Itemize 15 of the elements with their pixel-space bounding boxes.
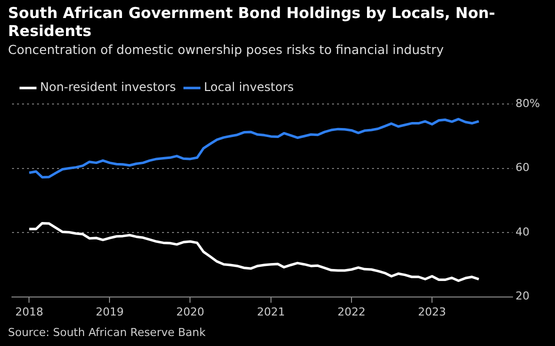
x-tick-label: 2023	[418, 305, 446, 318]
y-tick-label: 40	[516, 225, 530, 238]
x-tick-label: 2020	[176, 305, 204, 318]
chart-subtitle: Concentration of domestic ownership poses risks to financial industry	[8, 41, 445, 58]
x-tick-label: 2019	[96, 305, 124, 318]
y-tick-label: 20	[516, 290, 530, 303]
legend-label: Local investors	[204, 80, 294, 94]
y-tick-label: 80%	[516, 96, 540, 110]
y-tick-label: 60	[516, 161, 530, 174]
source-note: Source: South African Reserve Bank	[8, 326, 207, 339]
legend-label: Non-resident investors	[40, 80, 176, 94]
chart-title: South African Government Bond Holdings by Locals, Non-Residents	[8, 4, 496, 40]
x-tick-label: 2018	[15, 305, 44, 318]
x-tick-label: 2022	[338, 305, 366, 318]
x-tick-label: 2021	[256, 305, 285, 318]
